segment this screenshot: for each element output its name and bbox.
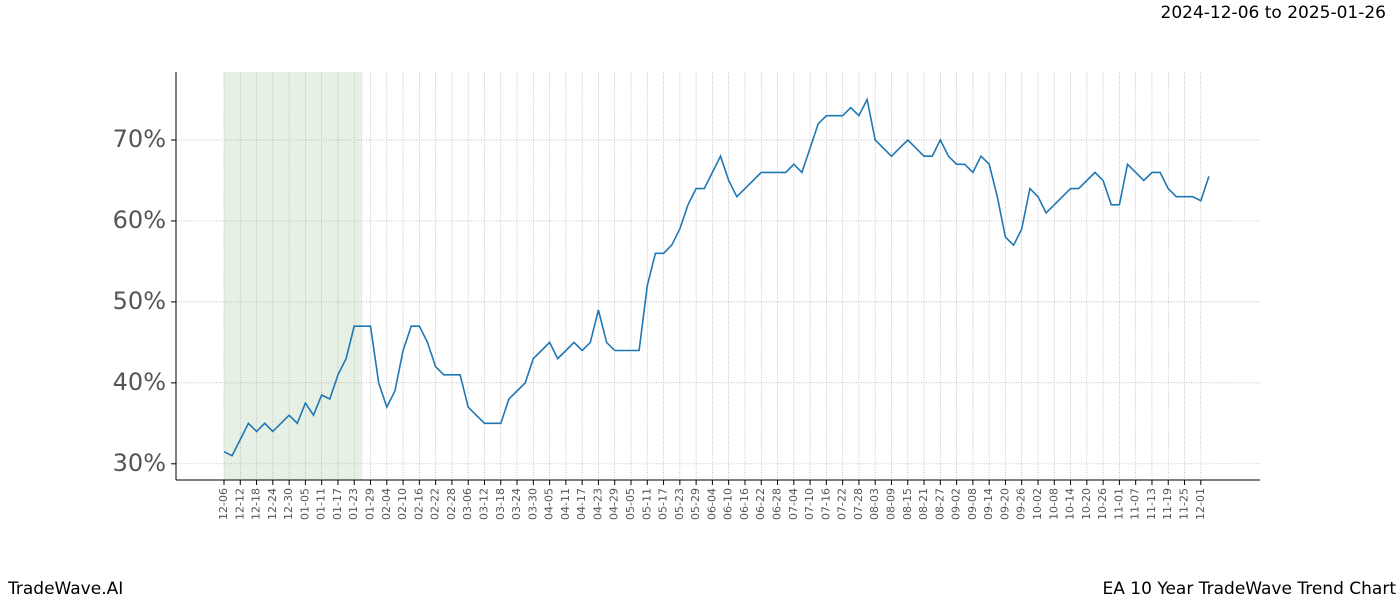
brand: TradeWave.AI (7, 579, 123, 599)
x-tick-label: 03-18 (494, 488, 507, 520)
trend-line (223, 97, 1210, 457)
y-tick-label: 40% (113, 368, 166, 396)
x-tick-label: 11-25 (1178, 488, 1191, 520)
x-tick-label: 12-12 (233, 488, 246, 520)
x-tick-label: 09-08 (966, 488, 979, 520)
x-tick-label: 10-08 (1047, 488, 1060, 520)
x-tick-label: 10-26 (1096, 488, 1109, 520)
x-tick-label: 01-29 (364, 488, 377, 520)
x-tick-label: 06-04 (705, 488, 718, 520)
x-tick-label: 09-26 (1015, 488, 1028, 520)
x-tick-label: 01-11 (315, 488, 328, 520)
x-tick-label: 01-17 (331, 488, 344, 520)
x-tick-label: 08-15 (901, 488, 914, 520)
x-tick-label: 12-30 (282, 488, 295, 520)
x-tick-label: 03-30 (526, 488, 539, 520)
x-tick-label: 09-14 (982, 488, 995, 520)
x-tick-label: 12-24 (266, 488, 279, 520)
x-tick-label: 02-16 (412, 488, 425, 520)
x-tick-label: 05-29 (689, 488, 702, 520)
x-tick-label: 08-09 (884, 488, 897, 520)
x-tick-label: 12-06 (217, 488, 230, 520)
y-tick-label: 70% (113, 125, 166, 153)
x-tick-label: 04-23 (591, 488, 604, 520)
x-tick-label: 05-11 (640, 488, 653, 520)
x-tick-label: 11-01 (1112, 488, 1125, 520)
x-tick-label: 04-29 (608, 488, 621, 520)
x-tick-label: 04-17 (575, 488, 588, 520)
x-tick-label: 07-10 (803, 488, 816, 520)
x-tick-label: 09-02 (950, 488, 963, 520)
y-tick-label: 30% (113, 449, 166, 477)
x-tick-label: 03-06 (461, 488, 474, 520)
x-tick-label: 02-22 (429, 488, 442, 520)
chart-caption: EA 10 Year TradeWave Trend Chart (1103, 579, 1397, 599)
x-tick-label: 01-05 (298, 488, 311, 520)
x-tick-label: 05-17 (657, 488, 670, 520)
x-tick-label: 12-18 (250, 488, 263, 520)
x-tick-label: 11-13 (1145, 488, 1158, 520)
x-tick-label: 03-12 (477, 488, 490, 520)
date-range: 2024-12-06 to 2025-01-26 (1161, 3, 1386, 23)
x-tick-label: 02-04 (380, 488, 393, 520)
x-tick-label: 06-22 (754, 488, 767, 520)
x-tick-label: 06-16 (738, 488, 751, 520)
x-tick-label: 05-23 (673, 488, 686, 520)
y-tick-label: 60% (113, 206, 166, 234)
x-tick-label: 02-10 (396, 488, 409, 520)
x-tick-label: 11-07 (1129, 488, 1142, 520)
x-tick-label: 07-16 (819, 488, 832, 520)
x-tick-label: 06-10 (722, 488, 735, 520)
x-tick-label: 08-21 (917, 488, 930, 520)
x-tick-label: 09-20 (998, 488, 1011, 520)
x-tick-label: 07-28 (852, 488, 865, 520)
x-tick-label: 06-28 (771, 488, 784, 520)
x-tick-label: 04-05 (543, 488, 556, 520)
x-tick-label: 03-24 (510, 488, 523, 520)
x-tick-label: 08-03 (868, 488, 881, 520)
x-tick-label: 01-23 (347, 488, 360, 520)
x-tick-label: 10-20 (1080, 488, 1093, 520)
x-tick-label: 10-02 (1031, 488, 1044, 520)
x-tick-label: 07-04 (787, 488, 800, 520)
x-tick-label: 11-19 (1161, 488, 1174, 520)
x-tick-label: 12-01 (1194, 488, 1207, 520)
x-tick-label: 07-22 (836, 488, 849, 520)
x-tick-label: 08-27 (933, 488, 946, 520)
x-tick-label: 10-14 (1064, 488, 1077, 520)
x-tick-label: 05-05 (624, 488, 637, 520)
x-tick-label: 02-28 (445, 488, 458, 520)
y-tick-label: 50% (113, 287, 166, 315)
x-tick-label: 04-11 (559, 488, 572, 520)
